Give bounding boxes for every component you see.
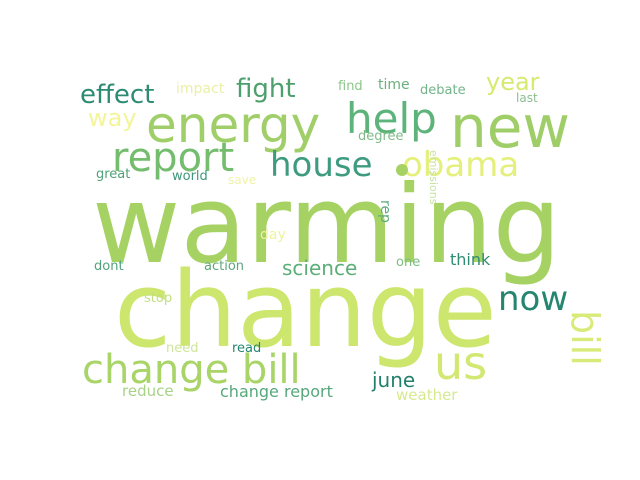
word-weather: weather [396, 386, 458, 404]
word-now: now [498, 279, 569, 319]
word-us: us [434, 336, 488, 390]
word-change-report: change report [220, 382, 333, 401]
word-obama: obama [402, 145, 520, 185]
word-emissions: emissions [427, 150, 440, 205]
word-stop: stop [144, 291, 173, 306]
word-report: report [112, 135, 235, 181]
word-read: read [232, 341, 262, 356]
word-action: action [204, 259, 245, 274]
word-way: way [88, 104, 137, 132]
word-dont: dont [94, 259, 124, 274]
word-time: time [378, 77, 410, 93]
word-science: science [282, 256, 358, 280]
word-reduce: reduce [122, 382, 174, 400]
word-warming: warming [92, 163, 562, 288]
word-debate: debate [420, 83, 466, 98]
word-rep: rep [377, 200, 393, 223]
word-fight: fight [236, 74, 296, 104]
word-find: find [338, 79, 363, 94]
word-effect: effect [80, 80, 155, 110]
word-world: world [172, 169, 208, 184]
word-last: last [516, 91, 538, 105]
word-change: change [114, 249, 497, 371]
word-new: new [450, 93, 570, 161]
word-year: year [486, 68, 540, 96]
word-help: help [346, 94, 437, 143]
word-think: think [450, 250, 491, 269]
word-degree: degree [358, 129, 404, 144]
word-great: great [96, 167, 131, 182]
word-day: day [260, 227, 286, 243]
dot-mark [396, 164, 408, 176]
word-need: need [166, 341, 199, 356]
word-house: house [270, 145, 373, 185]
word-energy: energy [146, 96, 321, 154]
word-one: one [396, 255, 421, 270]
word-bill: bill [563, 310, 607, 366]
word-save: save [228, 173, 257, 187]
word-june: june [372, 368, 416, 392]
word-change-bill: change bill [82, 347, 301, 393]
word-impact: impact [176, 81, 225, 97]
